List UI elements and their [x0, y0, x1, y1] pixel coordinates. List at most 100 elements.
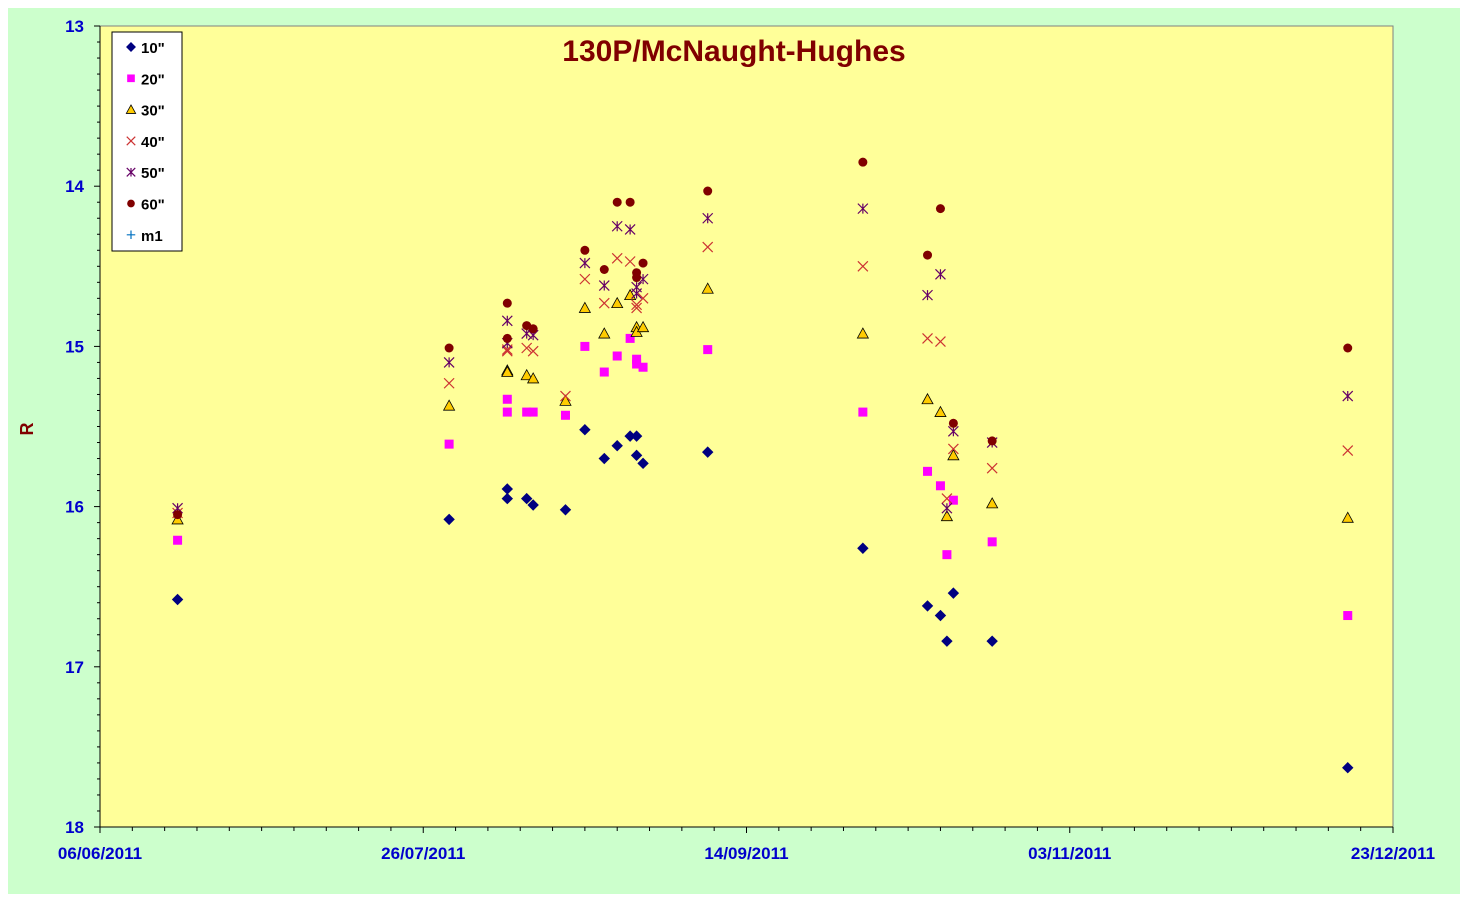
- data-point: [638, 362, 648, 372]
- data-point: [934, 609, 947, 622]
- legend-label: 50": [141, 165, 165, 182]
- data-point: [559, 394, 572, 406]
- data-point: [625, 197, 635, 207]
- data-point: [630, 430, 643, 442]
- data-point: [941, 493, 953, 505]
- data-point: [941, 502, 953, 514]
- data-point: [598, 280, 610, 291]
- data-point: [858, 407, 868, 417]
- legend-marker: [127, 199, 135, 208]
- y-axis-label: R: [17, 423, 37, 436]
- data-point: [502, 407, 512, 417]
- data-point: [1341, 511, 1354, 523]
- data-point: [948, 495, 958, 505]
- data-point: [702, 446, 714, 458]
- data-point: [857, 542, 869, 554]
- data-point: [171, 593, 184, 606]
- data-point: [703, 345, 713, 355]
- data-point: [947, 587, 960, 599]
- data-point: [173, 535, 183, 545]
- data-point: [598, 297, 610, 309]
- data-point: [502, 394, 512, 404]
- data-point: [630, 449, 643, 462]
- data-point: [632, 273, 642, 283]
- legend-label: 60": [141, 197, 165, 214]
- data-point: [444, 343, 454, 353]
- data-point: [528, 407, 538, 417]
- data-point: [638, 258, 648, 268]
- data-point: [940, 509, 954, 522]
- y-tick-label: 18: [65, 818, 84, 837]
- data-point: [1342, 762, 1354, 774]
- data-point: [501, 345, 513, 357]
- data-point: [624, 224, 636, 235]
- data-point: [612, 197, 622, 207]
- data-point: [703, 186, 713, 196]
- data-point: [986, 462, 998, 474]
- data-point: [1343, 343, 1353, 353]
- legend-marker: [125, 104, 137, 114]
- y-tick-label: 17: [65, 658, 84, 677]
- data-point: [947, 443, 959, 455]
- data-point: [520, 368, 533, 381]
- chart-area: 13 14 15 16 17 18 06/06/2011 26/07/2011 14/09/20…: [8, 8, 1460, 894]
- data-point: [987, 436, 997, 446]
- x-tick-label: 06/06/2011: [58, 844, 142, 863]
- axes: 13 14 15 16 17 18 06/06/2011 26/07/2011 14/09/20…: [58, 17, 1435, 863]
- data-point: [858, 157, 868, 167]
- data-point: [631, 302, 643, 314]
- data-point: [947, 449, 960, 461]
- data-point: [598, 327, 611, 339]
- data-point: [173, 510, 183, 520]
- legend-label: 20": [141, 71, 165, 88]
- data-point: [611, 220, 623, 232]
- data-point: [501, 365, 514, 377]
- data-point: [578, 301, 592, 313]
- data-point: [1342, 445, 1354, 456]
- data-point: [921, 392, 934, 405]
- data-point: [527, 345, 539, 357]
- legend-marker: [126, 167, 136, 177]
- data-point: [579, 423, 591, 436]
- data-point: [857, 260, 869, 272]
- legend-marker: [126, 230, 136, 240]
- series-4: [172, 203, 1354, 514]
- data-point: [637, 292, 649, 304]
- x-tick-label: 23/12/2011: [1351, 844, 1435, 863]
- data-point: [579, 273, 591, 285]
- data-point: [443, 377, 455, 389]
- data-point: [522, 407, 532, 417]
- data-point: [559, 504, 572, 516]
- data-point: [702, 241, 714, 253]
- data-point: [560, 390, 571, 402]
- data-point: [611, 440, 623, 452]
- data-point: [624, 256, 636, 267]
- data-point: [611, 296, 624, 309]
- data-point: [934, 405, 947, 417]
- y-tick-label: 16: [65, 498, 84, 517]
- data-point: [580, 245, 590, 255]
- data-point: [942, 550, 952, 560]
- legend-marker: [126, 136, 136, 146]
- data-point: [701, 282, 714, 294]
- data-point: [856, 327, 870, 339]
- x-tick-label: 14/09/2011: [704, 844, 788, 863]
- data-point: [560, 410, 570, 420]
- data-point: [637, 457, 649, 470]
- series-1: [173, 333, 1353, 621]
- data-point: [444, 439, 454, 449]
- data-point: [520, 492, 533, 505]
- data-point: [935, 481, 945, 491]
- x-tick-label: 03/11/2011: [1028, 844, 1111, 863]
- data-point: [599, 265, 609, 275]
- data-point: [986, 635, 998, 647]
- data-point: [1342, 390, 1354, 402]
- data-point: [521, 342, 533, 354]
- legend-marker: [126, 42, 136, 52]
- data-point: [443, 513, 455, 526]
- data-point: [501, 315, 513, 327]
- legend-marker: [127, 74, 135, 83]
- data-point: [923, 250, 933, 260]
- data-point: [921, 600, 934, 612]
- data-point: [599, 367, 609, 377]
